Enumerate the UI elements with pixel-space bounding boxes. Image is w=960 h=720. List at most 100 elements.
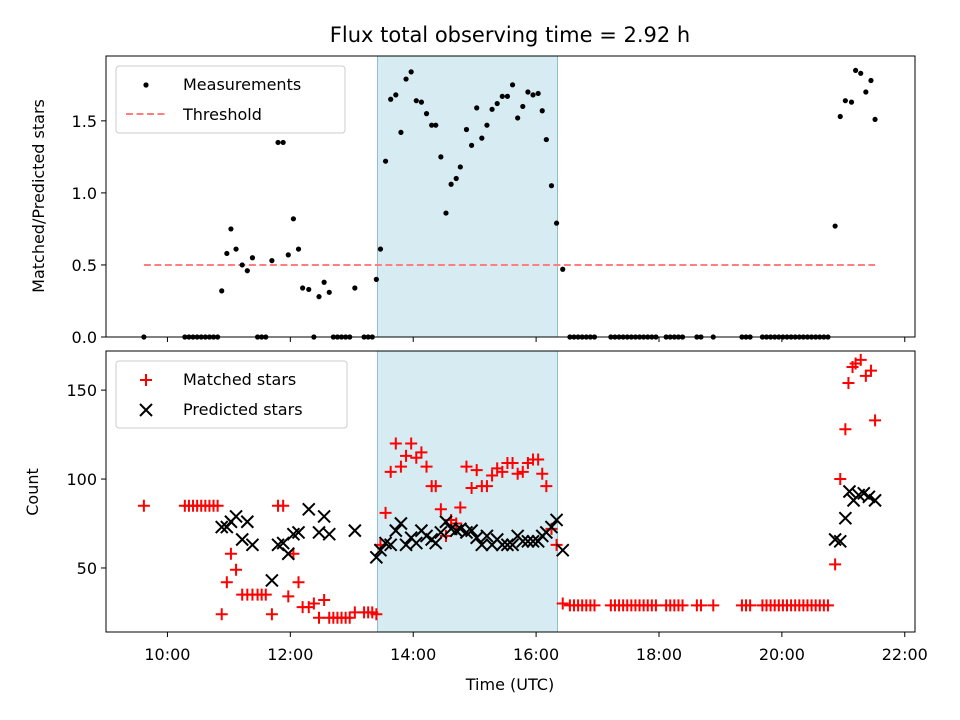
panel-ratio: 0.0 0.5 1.0 1.5 Matched/Predicted stars Mea…: [29, 55, 916, 347]
measurement-point: [373, 276, 379, 282]
bottom-y-tick-label: 100: [66, 470, 97, 489]
matched-point: [834, 473, 847, 486]
measurement-point: [484, 122, 490, 128]
top-y-tick-label: 0.5: [72, 256, 97, 275]
matched-point: [496, 465, 509, 478]
measurement-point: [520, 103, 526, 110]
matched-point: [343, 611, 356, 624]
predicted-point: [434, 525, 448, 540]
matched-point: [429, 480, 442, 493]
measurement-point: [868, 77, 874, 84]
chart-title: Flux total observing time = 2.92 h: [330, 23, 690, 47]
bottom-x-tick-label: 12:00: [267, 645, 313, 664]
predicted-point: [317, 509, 331, 524]
measurement-point: [499, 93, 505, 99]
matched-point: [282, 590, 295, 603]
legend-predicted-label: Predicted stars: [183, 400, 303, 419]
matched-point: [224, 547, 237, 560]
matched-point: [829, 558, 842, 571]
measurement-point: [872, 116, 878, 123]
measurement-point: [548, 183, 555, 189]
measurement-point: [438, 154, 444, 160]
measurement-point: [224, 250, 230, 257]
predicted-point: [480, 529, 494, 543]
matched-point: [649, 599, 662, 612]
measurement-point: [509, 82, 516, 88]
predicted-point: [399, 538, 413, 552]
measurement-point: [837, 113, 843, 120]
predicted-point: [449, 523, 463, 538]
measurement-point: [858, 70, 864, 76]
legend-matched-label: Matched stars: [183, 370, 296, 389]
matched-point: [821, 599, 834, 612]
predicted-point: [475, 538, 489, 552]
measurement-point: [463, 126, 470, 133]
matched-point: [864, 364, 877, 377]
measurement-point: [468, 142, 475, 148]
predicted-point: [862, 490, 876, 504]
matched-point: [470, 464, 483, 477]
bottom-y-tick-label: 50: [77, 559, 97, 578]
measurement-point: [842, 98, 848, 104]
matched-point: [265, 608, 278, 621]
predicted-point: [265, 573, 279, 588]
predicted-point: [495, 538, 510, 552]
measurement-point: [295, 246, 302, 252]
matched-point: [511, 467, 524, 480]
matched-point: [842, 377, 855, 390]
predicted-point: [240, 515, 255, 529]
predicted-point: [291, 525, 306, 540]
measurement-point: [228, 226, 234, 232]
measurement-point: [453, 175, 459, 182]
measurement-point: [219, 288, 225, 294]
measurement-point: [832, 223, 838, 229]
bottom-highlight-span: [376, 350, 559, 633]
matched-point: [486, 469, 499, 482]
bottom-legend: Matched stars Predicted stars: [115, 360, 348, 429]
bottom-x-tick-label: 18:00: [636, 645, 682, 664]
predicted-point: [245, 538, 260, 552]
matched-point: [415, 446, 428, 459]
measurement-point: [326, 289, 332, 295]
measurement-point: [515, 115, 521, 121]
matched-point: [465, 481, 478, 494]
predicted-point: [868, 493, 882, 508]
matched-point: [394, 460, 407, 473]
top-y-tick-label: 1.0: [72, 184, 97, 203]
matched-point: [137, 499, 150, 512]
bottom-x-tick-label: 16:00: [513, 645, 559, 664]
predicted-point: [312, 525, 326, 540]
predicted-point: [373, 543, 388, 557]
matched-point: [536, 467, 549, 480]
bottom-x-tick-label: 14:00: [390, 645, 436, 664]
measurement-point: [233, 246, 239, 252]
top-y-tick-label: 1.5: [72, 112, 97, 131]
predicted-point: [556, 543, 570, 557]
measurement-point: [239, 262, 245, 268]
matched-point: [854, 353, 867, 366]
matched-point: [839, 423, 852, 436]
legend-threshold-label: Threshold: [182, 105, 262, 124]
predicted-point: [453, 522, 468, 536]
predicted-point: [229, 509, 243, 524]
matched-point: [220, 576, 233, 589]
matched-point: [318, 593, 331, 606]
measurement-point: [398, 129, 404, 135]
measurement-point: [321, 279, 327, 285]
matched-point: [516, 465, 529, 478]
matched-point: [744, 599, 757, 612]
matched-point: [420, 460, 433, 473]
predicted-point: [429, 536, 443, 550]
measurement-point: [474, 105, 480, 111]
predicted-point: [838, 511, 853, 525]
bottom-x-tick-label: 22:00: [882, 645, 928, 664]
measurement-point: [494, 100, 500, 107]
x-axis-label: Time (UTC): [465, 675, 554, 694]
top-legend-box: [115, 65, 346, 134]
measurement-point: [848, 99, 855, 105]
predicted-point: [322, 527, 336, 541]
predicted-point: [235, 532, 249, 547]
predicted-point: [383, 538, 398, 552]
matched-point: [460, 460, 473, 473]
matched-point: [400, 449, 413, 462]
